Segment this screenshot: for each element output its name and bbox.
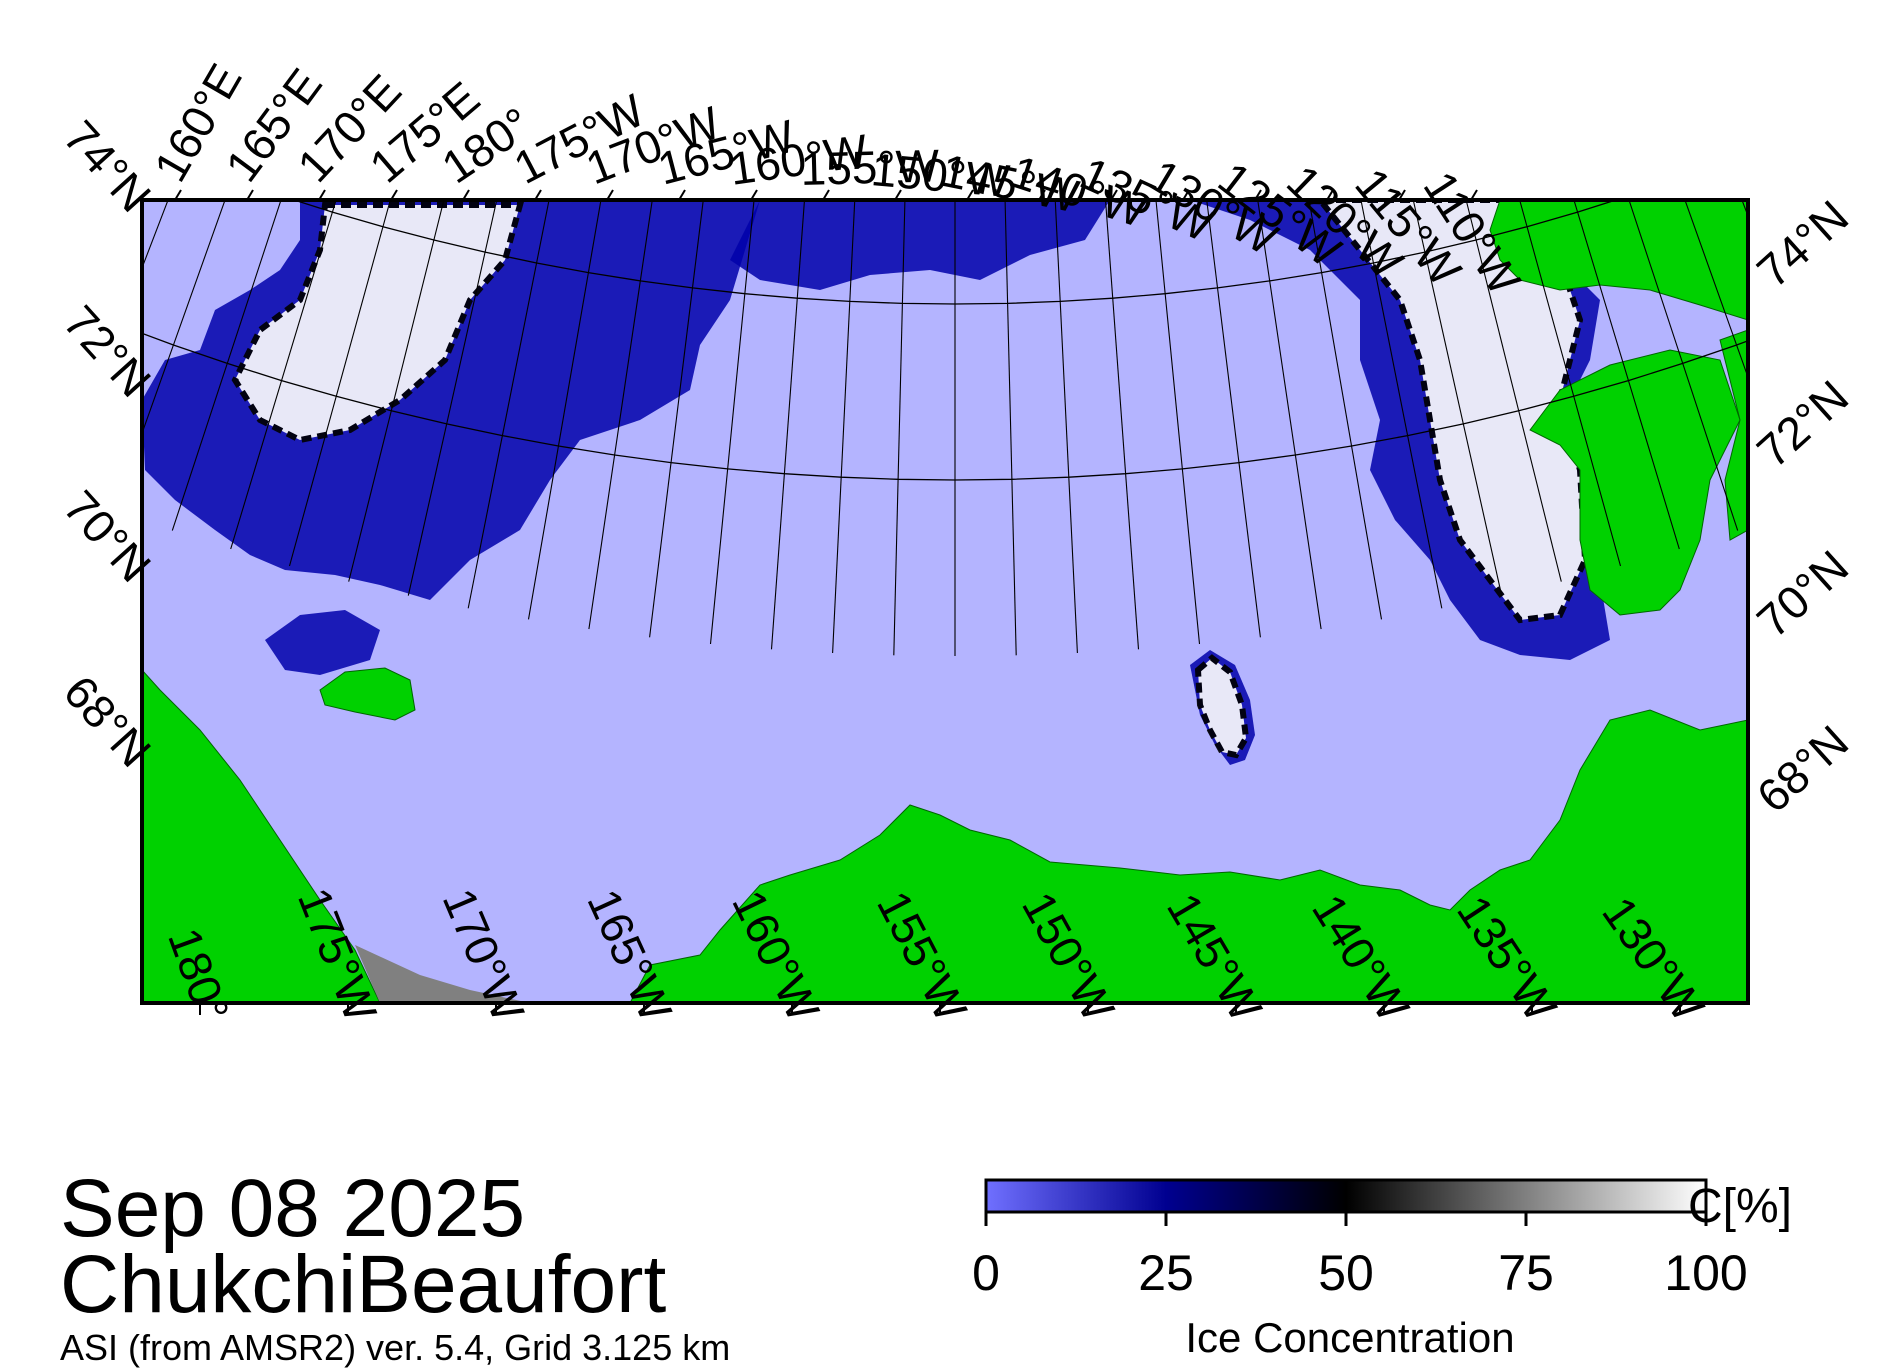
longitude-line bbox=[288, 200, 391, 567]
colorbar-ticks: 0 25 50 75 100 bbox=[972, 1212, 1748, 1301]
chukotka-land bbox=[142, 669, 381, 1003]
frame-tick bbox=[318, 189, 326, 201]
longitude-line bbox=[0, 0, 126, 53]
longitude-line bbox=[770, 200, 806, 650]
right-latitude-label: 68°N bbox=[1747, 715, 1858, 822]
east-ice-core bbox=[1316, 200, 1589, 624]
victoria-island bbox=[1719, 329, 1748, 541]
no-data-wedge bbox=[355, 945, 530, 1003]
longitude-line bbox=[1784, 0, 1890, 53]
beaufort-floe bbox=[1194, 654, 1250, 759]
colorbar-ramp bbox=[984, 1178, 1708, 1214]
frame-tick bbox=[174, 189, 182, 201]
longitude-line bbox=[649, 200, 704, 638]
longitude-line bbox=[709, 200, 755, 645]
data-source: ASI (from AMSR2) ver. 5.4, Grid 3.125 km bbox=[60, 1327, 731, 1368]
wrangel-island bbox=[319, 667, 416, 721]
frame-ticks bbox=[174, 189, 1681, 1015]
frame-tick bbox=[1326, 189, 1334, 201]
top-longitude-label: 155°W bbox=[800, 139, 940, 195]
frame-tick bbox=[1470, 189, 1478, 201]
longitude-line bbox=[1628, 200, 1739, 531]
colorbar: 0 25 50 75 100 C[%] Ice Concentration bbox=[972, 1178, 1792, 1361]
frame-tick bbox=[534, 189, 542, 201]
longitude-line bbox=[1808, 0, 1890, 12]
longitude-line bbox=[1519, 200, 1622, 567]
banks-island bbox=[1529, 349, 1741, 616]
frame-tick bbox=[1398, 189, 1406, 201]
longitude-line bbox=[171, 200, 282, 531]
longitude-line bbox=[1104, 200, 1140, 650]
longitude-line bbox=[407, 200, 498, 596]
longitude-line bbox=[1257, 200, 1322, 630]
colorbar-tick-label: 50 bbox=[1318, 1245, 1374, 1301]
longitude-line bbox=[588, 200, 653, 630]
longitude-line bbox=[527, 200, 602, 620]
frame-tick bbox=[246, 189, 254, 201]
longitude-line bbox=[1686, 0, 1890, 203]
longitude-line bbox=[893, 200, 906, 656]
longitude-line bbox=[1054, 200, 1078, 654]
frame-tick bbox=[822, 189, 830, 201]
frame-tick bbox=[750, 189, 758, 201]
frame-tick bbox=[894, 189, 902, 201]
longitude-line bbox=[348, 200, 445, 582]
longitude-line bbox=[1155, 200, 1201, 645]
longitude-line bbox=[1684, 200, 1748, 379]
longitude-line bbox=[1206, 200, 1261, 638]
west-ice-pack bbox=[142, 200, 760, 600]
frame-tick bbox=[1038, 189, 1046, 201]
right-latitude-label: 72°N bbox=[1747, 370, 1858, 477]
longitude-line bbox=[467, 200, 550, 609]
right-latitude-label: 74°N bbox=[1747, 190, 1858, 297]
map-frame bbox=[0, 0, 1890, 1005]
longitude-line bbox=[1465, 200, 1562, 582]
graticule bbox=[0, 0, 1890, 656]
map-border bbox=[140, 198, 1750, 1005]
colorbar-tick-label: 100 bbox=[1664, 1245, 1747, 1301]
right-latitude-label: 70°N bbox=[1747, 540, 1858, 647]
top-longitude-label: 150°W bbox=[869, 143, 1012, 207]
longitude-line bbox=[1736, 0, 1890, 130]
colorbar-title: Ice Concentration bbox=[1185, 1314, 1514, 1361]
longitude-line bbox=[1412, 200, 1503, 596]
longitude-line bbox=[832, 200, 856, 654]
colorbar-tick-label: 25 bbox=[1138, 1245, 1194, 1301]
colorbar-unit: C[%] bbox=[1688, 1180, 1792, 1233]
longitude-line bbox=[1711, 0, 1890, 167]
longitude-line bbox=[0, 0, 174, 130]
frame-tick bbox=[678, 189, 686, 201]
longitude-line bbox=[1004, 200, 1017, 656]
frame-tick bbox=[390, 189, 398, 201]
frame-tick bbox=[462, 189, 470, 201]
frame-tick bbox=[606, 189, 614, 201]
frame-tick bbox=[966, 189, 974, 201]
longitude-line bbox=[1573, 200, 1680, 550]
longitude-line bbox=[0, 0, 150, 92]
longitude-line bbox=[142, 200, 226, 435]
longitude-line bbox=[1760, 0, 1890, 92]
alaska-land bbox=[629, 709, 1748, 1003]
north-scattered-ice bbox=[730, 200, 1110, 290]
longitude-line bbox=[0, 0, 103, 12]
frame-tick bbox=[1254, 189, 1262, 201]
west-ice-core bbox=[231, 202, 524, 444]
frame-tick bbox=[1110, 189, 1118, 201]
frame-tick bbox=[1182, 189, 1190, 201]
right-latitude-labels: 74°N 72°N 70°N 68°N bbox=[1747, 190, 1858, 822]
colorbar-tick-label: 75 bbox=[1498, 1245, 1554, 1301]
longitude-line bbox=[230, 200, 337, 550]
longitude-line bbox=[1360, 200, 1443, 609]
longitude-line bbox=[1308, 200, 1383, 620]
map-date: Sep 08 2025 bbox=[60, 1163, 526, 1254]
wrangel-ice bbox=[265, 610, 380, 675]
land-layer bbox=[142, 200, 1748, 1003]
colorbar-tick-label: 0 bbox=[972, 1245, 1000, 1301]
region-name: ChukchiBeaufort bbox=[60, 1239, 667, 1330]
sea-ice-layer bbox=[142, 200, 1610, 765]
